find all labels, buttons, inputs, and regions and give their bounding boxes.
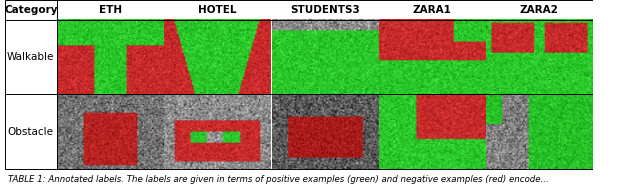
Text: STUDENTS3: STUDENTS3 bbox=[290, 5, 360, 15]
Text: ZARA1: ZARA1 bbox=[413, 5, 451, 15]
Text: Category: Category bbox=[4, 5, 58, 15]
Text: ETH: ETH bbox=[99, 5, 122, 15]
Text: ZARA2: ZARA2 bbox=[520, 5, 559, 15]
Text: TABLE 1: Annotated labels. The labels are given in terms of positive examples (g: TABLE 1: Annotated labels. The labels ar… bbox=[8, 174, 548, 183]
Text: HOTEL: HOTEL bbox=[198, 5, 237, 15]
Text: Obstacle: Obstacle bbox=[8, 127, 54, 137]
Text: Walkable: Walkable bbox=[7, 52, 54, 62]
